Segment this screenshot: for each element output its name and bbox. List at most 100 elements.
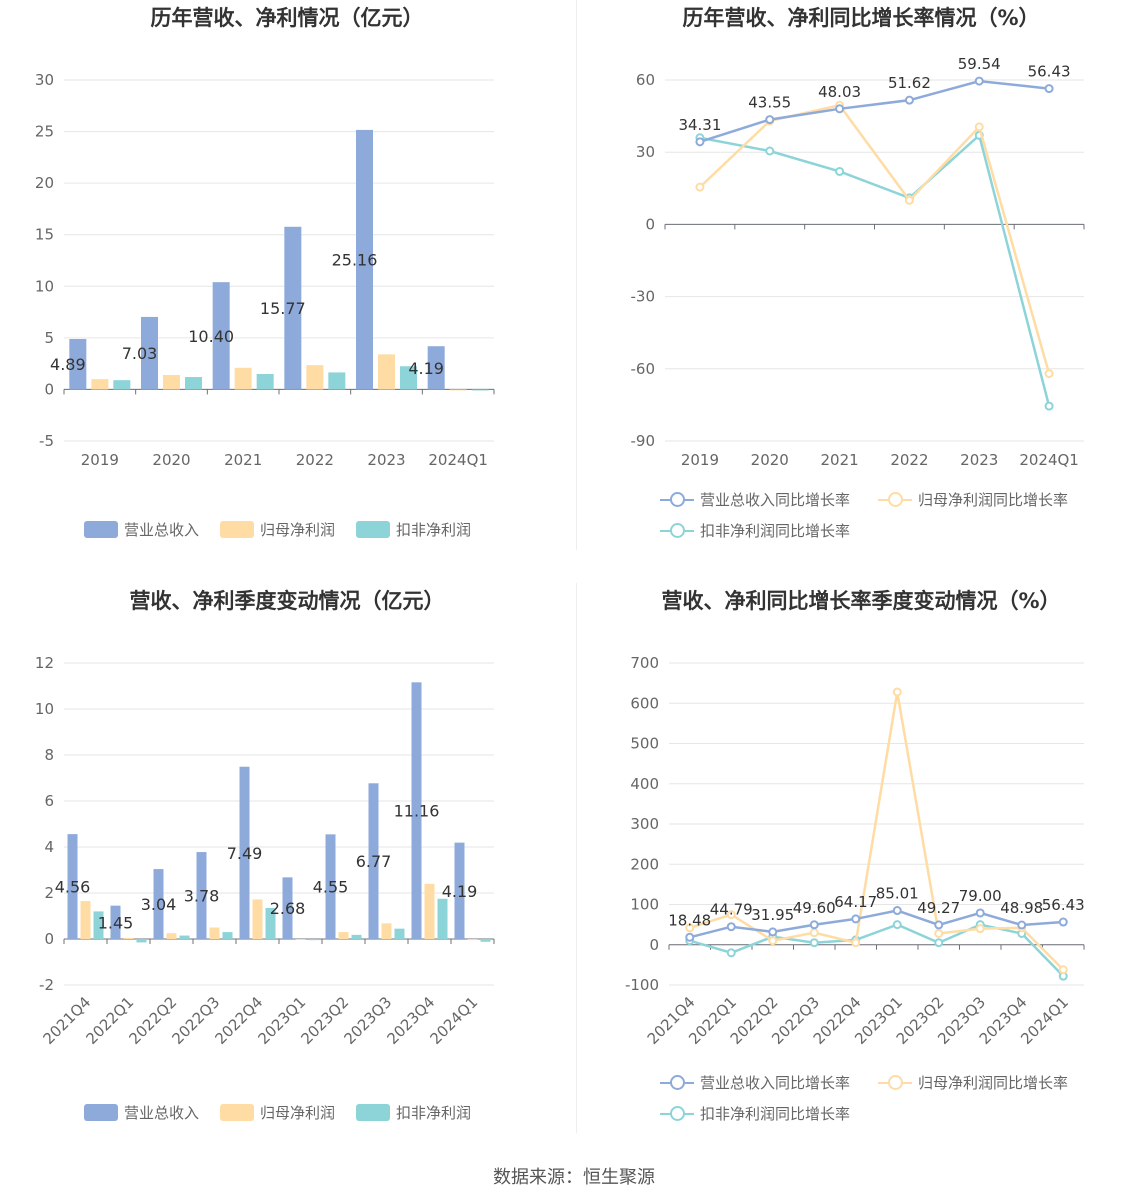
bar-deducted-profit <box>328 372 346 390</box>
legend-net-profit-growth[interactable]: 归母净利润同比增长率 <box>878 489 1068 510</box>
y-tick-label: 10 <box>35 277 54 295</box>
bar-deducted-profit <box>136 939 147 943</box>
legend-q-deducted-profit[interactable]: 扣非净利润 <box>356 1102 471 1123</box>
annual-amount-chart: -5 0 5 10 15 20 25 30 2019 2020 2021 2022 2023 2024Q1… <box>35 71 495 469</box>
point-net-profit <box>768 936 778 946</box>
legend-deducted-profit[interactable]: 扣非净利润 <box>356 519 471 540</box>
growth-data-label: 64.17 <box>834 893 877 911</box>
bar-net-profit <box>306 365 324 390</box>
quarterly-amount-panel: 营收、净利季度变动情况（亿元） -2 0 2 4 6 8 10 12 2021Q4 2022Q1 2… <box>0 583 574 1163</box>
bar-deducted-profit <box>394 928 405 939</box>
annual-growth-panel: 历年营收、净利同比增长率情况（%） -90 -60 -30 0 30 60 2019 2020… <box>574 0 1148 580</box>
bar-revenue <box>110 905 121 939</box>
bar-deducted-profit <box>437 898 448 939</box>
bar-deducted-profit <box>185 377 202 390</box>
revenue-data-label: 6.77 <box>356 852 392 871</box>
panel-divider-top <box>576 0 577 550</box>
y-tick-label: 2 <box>44 884 54 902</box>
legend-q-revenue-growth[interactable]: 营业总收入同比增长率 <box>660 1072 850 1093</box>
revenue-data-label: 7.03 <box>122 344 158 363</box>
point-deducted-profit <box>765 146 775 156</box>
bar-net-profit <box>166 933 177 939</box>
panel-divider-bottom <box>576 583 577 1133</box>
y-tick-label: 300 <box>630 815 659 833</box>
bar-net-profit <box>163 374 180 390</box>
point-revenue <box>934 920 944 930</box>
bar-net-profit <box>338 932 349 939</box>
point-net-profit <box>695 182 705 192</box>
legend-q-net-profit-growth[interactable]: 归母净利润同比增长率 <box>878 1072 1068 1093</box>
legend-net-profit-label: 归母净利润 <box>260 521 336 539</box>
series-line-revenue <box>699 79 1050 144</box>
legend-revenue-swatch <box>84 521 118 538</box>
point-revenue <box>835 104 845 114</box>
bar-deducted-profit <box>400 366 417 390</box>
growth-data-label: 79.00 <box>959 887 1002 905</box>
y-tick-label: 600 <box>630 694 659 712</box>
legend-net-profit-swatch <box>220 521 254 538</box>
point-revenue <box>851 914 861 924</box>
point-deducted-profit <box>892 920 902 930</box>
x-tick-label: 2019 <box>81 451 119 469</box>
bar-revenue <box>454 842 465 939</box>
y-tick-label: 700 <box>630 654 659 672</box>
bar-revenue <box>325 834 336 939</box>
revenue-data-label: 3.78 <box>184 887 220 906</box>
bar-net-profit <box>449 389 467 391</box>
y-tick-label: 20 <box>35 174 54 192</box>
bar-net-profit <box>91 379 109 390</box>
revenue-data-label: 4.89 <box>50 355 86 374</box>
legend-q-revenue[interactable]: 营业总收入 <box>84 1102 199 1123</box>
point-revenue <box>685 932 695 942</box>
revenue-data-label: 25.16 <box>332 251 378 270</box>
series-line-net-profit <box>689 691 1065 971</box>
growth-data-label: 59.54 <box>958 55 1001 73</box>
x-tick-label: 2019 <box>681 451 719 469</box>
bar-net-profit <box>467 939 478 941</box>
y-tick-label: 60 <box>636 71 655 89</box>
legend-q-deducted-profit-label: 扣非净利润 <box>396 1104 472 1122</box>
revenue-data-label: 1.45 <box>98 913 134 932</box>
point-net-profit <box>904 195 914 205</box>
series-line-deducted-profit <box>689 923 1065 978</box>
bar-net-profit <box>234 367 252 390</box>
legend-q-deducted-profit-growth[interactable]: 扣非净利润同比增长率 <box>660 1103 850 1124</box>
point-net-profit <box>892 687 902 697</box>
point-deducted-profit <box>934 938 944 948</box>
quarterly-amount-chart: -20246810122021Q42022Q12022Q22022Q32022Q… <box>35 654 495 1048</box>
bar-net-profit <box>209 927 220 939</box>
bar-revenue <box>356 129 373 390</box>
quarterly-growth-panel: 营收、净利同比增长率季度变动情况（%） -100 0 100 200 300 400 500… <box>574 583 1148 1163</box>
legend-revenue[interactable]: 营业总收入 <box>84 519 199 540</box>
bar-deducted-profit <box>256 373 274 390</box>
legend-q-net-profit[interactable]: 归母净利润 <box>220 1102 335 1123</box>
y-tick-label: 25 <box>35 123 54 141</box>
bar-net-profit <box>381 923 392 939</box>
bar-revenue <box>196 852 207 939</box>
y-tick-label: 12 <box>35 654 54 672</box>
x-tick-label: 2020 <box>152 451 190 469</box>
legend-net-profit[interactable]: 归母净利润 <box>220 519 335 540</box>
quarterly-amount-title: 营收、净利季度变动情况（亿元） <box>129 589 445 613</box>
legend-revenue-growth[interactable]: 营业总收入同比增长率 <box>660 489 850 510</box>
point-revenue <box>768 927 778 937</box>
bar-deducted-profit <box>265 907 276 939</box>
bar-revenue <box>368 783 379 939</box>
legend-revenue-growth-label: 营业总收入同比增长率 <box>700 491 851 509</box>
x-tick-label: 2023 <box>960 451 998 469</box>
bar-net-profit <box>123 937 134 939</box>
point-revenue <box>695 137 705 147</box>
series-line-deducted-profit <box>699 133 1051 407</box>
point-net-profit <box>851 938 861 948</box>
bar-deducted-profit <box>222 932 233 939</box>
legend-deducted-profit-growth[interactable]: 扣非净利润同比增长率 <box>660 520 850 541</box>
point-revenue <box>765 115 775 125</box>
bar-revenue <box>411 682 422 939</box>
bar-deducted-profit <box>93 911 104 939</box>
point-net-profit <box>934 928 944 938</box>
y-tick-label: -100 <box>625 976 659 994</box>
annual-amount-panel: 历年营收、净利情况（亿元） -5 0 5 10 15 20 25 30 2019 2020 2021… <box>0 0 574 580</box>
x-tick-label: 2022 <box>296 451 334 469</box>
x-tick-label: 2023 <box>367 451 405 469</box>
bar-revenue <box>212 282 230 390</box>
